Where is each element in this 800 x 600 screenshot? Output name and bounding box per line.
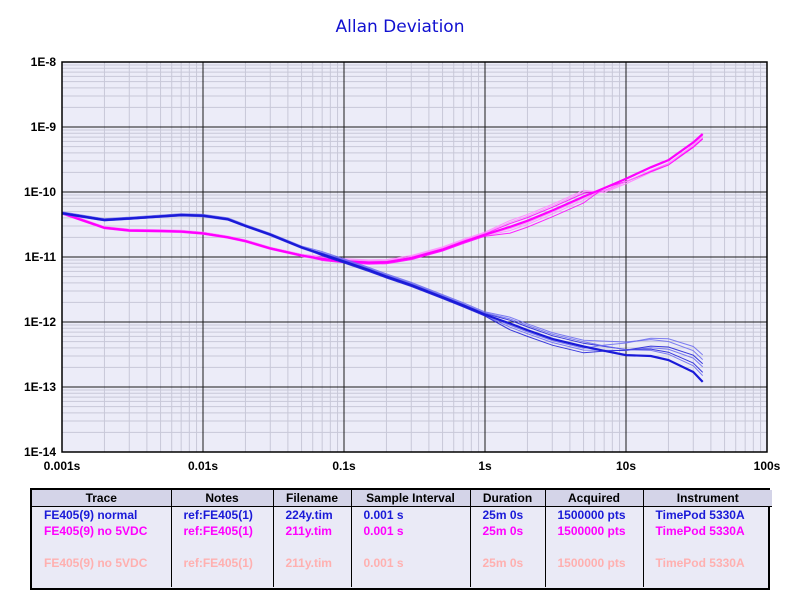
- legend-duration-cell: 25m 0s: [469, 506, 545, 523]
- x-tick-label: 0.001s: [44, 459, 81, 473]
- x-tick-label: 10s: [616, 459, 636, 473]
- x-tick-labels: 0.001s 0.01s 0.1s 1s 10s 100s: [44, 459, 781, 473]
- legend-interval-cell: 0.001 s: [350, 523, 470, 539]
- legend-duration-cell: 25m 0s: [469, 523, 545, 539]
- legend-row: FE405(9) no 5VDC ref:FE405(1) 211y.tim 0.00…: [32, 555, 772, 571]
- normal-trace: [61, 212, 704, 383]
- legend-instrument-cell: TimePod 5330A: [642, 506, 772, 523]
- x-tick-label: 1s: [478, 459, 492, 473]
- traces: [61, 133, 704, 383]
- legend-header-cell: Acquired: [544, 490, 643, 507]
- allan-deviation-plot: 0.001s 0.01s 0.1s 1s 10s 100s 1E-81E-91E-101E…: [24, 55, 781, 473]
- legend-notes-cell: ref:FE405(1): [170, 506, 273, 523]
- legend-notes-cell: ref:FE405(1): [170, 523, 273, 539]
- legend-filename-cell: 211y.tim: [272, 555, 351, 571]
- legend-header-cell: Filename: [272, 490, 351, 507]
- y-tick-label: 1E-9: [31, 120, 57, 134]
- y-tick-labels: 1E-8 1E-9 1E-10 1E-11 1E-12 1E-13 1E-14: [24, 55, 56, 459]
- legend-trace-cell: FE405(9) no 5VDC: [44, 556, 148, 570]
- y-tick-label: 1E-10: [24, 185, 56, 199]
- plot-frame: [61, 61, 768, 453]
- no-5vdc-trace: [61, 133, 704, 264]
- x-tick-label: 0.1s: [332, 459, 356, 473]
- no-5vdc-estimate-trace: [61, 137, 704, 261]
- legend-filename-cell: 224y.tim: [272, 506, 351, 523]
- legend-interval-cell: 0.001 s: [350, 506, 470, 523]
- y-tick-label: 1E-8: [31, 55, 57, 69]
- legend-acquired-cell: 1500000 pts: [544, 506, 643, 523]
- legend-trace-cell: FE405(9) no 5VDC: [44, 524, 148, 538]
- legend-header-cell: Sample Interval: [350, 490, 470, 507]
- legend-row: FE405(9) no 5VDC ref:FE405(1) 211y.tim 0.00…: [32, 523, 772, 539]
- grid-lines: [61, 61, 768, 453]
- trace-legend-table: Trace Notes Filename Sample Interval Duratio…: [30, 488, 772, 590]
- legend-header-cell: Duration: [469, 490, 545, 507]
- y-tick-label: 1E-11: [25, 250, 57, 264]
- normal-estimate-trace: [61, 211, 704, 360]
- legend-instrument-cell: TimePod 5330A: [642, 555, 772, 571]
- legend-acquired-cell: 1500000 pts: [544, 523, 643, 539]
- legend-row: FE405(9) normal ref:FE405(1) 224y.tim 0.001…: [32, 506, 772, 523]
- y-tick-label: 1E-14: [24, 445, 56, 459]
- y-tick-label: 1E-12: [24, 315, 56, 329]
- legend-instrument-cell: TimePod 5330A: [642, 523, 772, 539]
- legend-filename-cell: 211y.tim: [272, 523, 351, 539]
- legend-interval-cell: 0.001 s: [350, 555, 470, 571]
- legend-header-cell: Trace: [32, 490, 171, 507]
- legend-header-cell: Notes: [170, 490, 273, 507]
- legend-duration-cell: 25m 0s: [469, 555, 545, 571]
- legend-spacer-row: [32, 539, 772, 555]
- chart-title: Allan Deviation: [335, 17, 465, 37]
- y-tick-label: 1E-13: [24, 380, 56, 394]
- x-tick-label: 0.01s: [188, 459, 218, 473]
- legend-body: FE405(9) normal ref:FE405(1) 224y.tim 0.001…: [32, 506, 772, 587]
- legend-notes-cell: ref:FE405(1): [170, 555, 273, 571]
- legend-acquired-cell: 1500000 pts: [544, 555, 643, 571]
- x-tick-label: 100s: [754, 459, 781, 473]
- legend-trace-cell: FE405(9) normal: [44, 508, 138, 522]
- legend-header-cell: Instrument: [642, 490, 772, 507]
- legend-filler-row: [32, 571, 772, 587]
- legend-header-row: Trace Notes Filename Sample Interval Duratio…: [32, 490, 772, 507]
